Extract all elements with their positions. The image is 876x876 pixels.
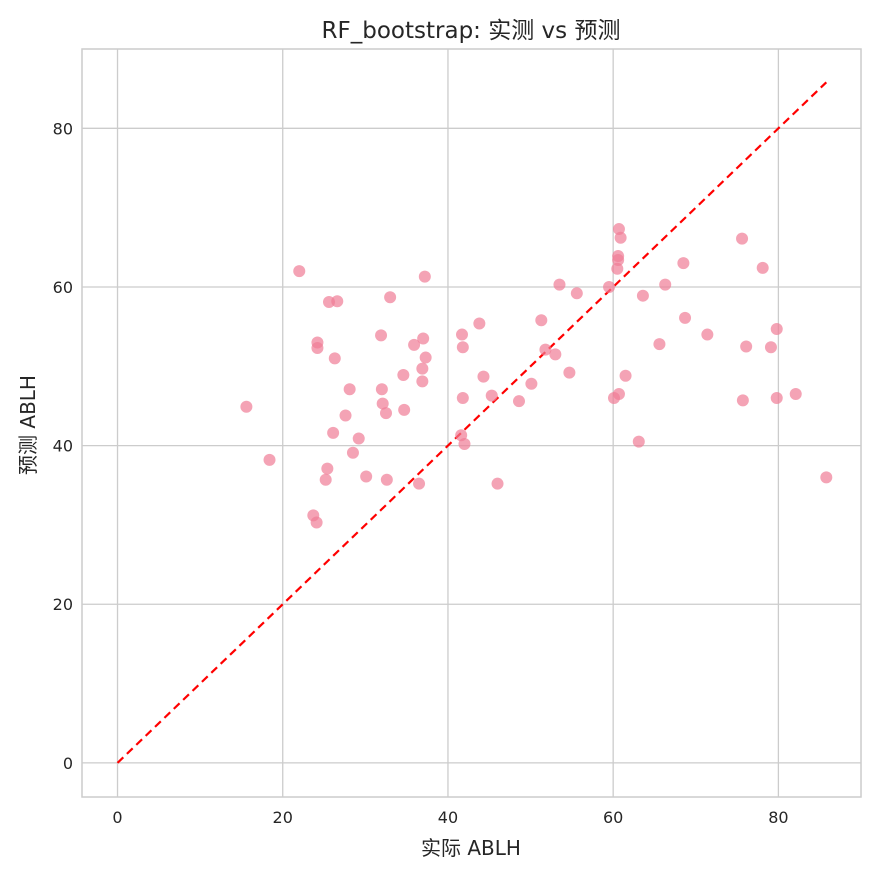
- data-point: [375, 329, 388, 342]
- data-point: [789, 388, 802, 401]
- data-point: [343, 383, 356, 396]
- data-point: [321, 462, 334, 475]
- y-tick-label: 40: [53, 437, 73, 456]
- data-point: [619, 369, 632, 382]
- data-point: [413, 477, 426, 490]
- data-point: [456, 392, 469, 405]
- data-point: [328, 352, 341, 365]
- data-point: [346, 446, 359, 459]
- data-point: [736, 394, 749, 407]
- data-point: [701, 328, 714, 341]
- data-point: [416, 362, 429, 375]
- data-point: [553, 278, 566, 291]
- y-tick-label: 60: [53, 278, 73, 297]
- data-point: [380, 407, 392, 420]
- data-point: [770, 323, 783, 336]
- data-point: [636, 289, 649, 302]
- data-point: [416, 375, 429, 388]
- data-point: [398, 403, 411, 416]
- data-point: [764, 341, 777, 354]
- x-tick-label: 40: [438, 808, 458, 827]
- data-point: [770, 392, 783, 405]
- x-tick-label: 20: [273, 808, 293, 827]
- data-point: [653, 338, 666, 351]
- data-point: [418, 270, 431, 283]
- data-points: [240, 223, 833, 529]
- data-point: [331, 295, 344, 308]
- data-point: [419, 351, 432, 364]
- data-point: [603, 280, 616, 293]
- data-point: [240, 400, 253, 413]
- x-tick-label: 80: [768, 808, 788, 827]
- data-point: [456, 328, 468, 341]
- data-point: [611, 262, 624, 275]
- data-point: [311, 342, 324, 355]
- data-point: [384, 291, 397, 304]
- data-point: [408, 338, 421, 351]
- chart-title: RF_bootstrap: 实测 vs 预测: [322, 18, 621, 44]
- reference-line: [116, 81, 828, 764]
- data-point: [820, 471, 833, 484]
- data-point: [614, 231, 627, 244]
- data-point: [525, 377, 538, 390]
- x-tick-label: 0: [112, 808, 122, 827]
- data-point: [310, 516, 323, 529]
- data-point: [375, 383, 388, 396]
- data-point: [352, 432, 365, 445]
- y-tick-label: 20: [53, 595, 73, 614]
- data-point: [612, 250, 625, 263]
- data-point: [263, 453, 276, 466]
- data-point: [535, 314, 548, 327]
- data-point: [513, 395, 525, 408]
- data-point: [539, 343, 552, 356]
- data-point: [327, 426, 340, 439]
- data-point: [632, 435, 645, 448]
- x-axis-label: 实际 ABLH: [421, 836, 521, 860]
- data-point: [756, 261, 769, 274]
- tick-labels: 0 20 40 60 80 0 20 40 60 80: [53, 119, 789, 827]
- y-tick-label: 0: [63, 754, 73, 773]
- grid: [82, 49, 861, 797]
- data-point: [293, 265, 306, 278]
- data-point: [477, 370, 490, 383]
- data-point: [360, 470, 373, 483]
- data-point: [319, 473, 332, 486]
- data-point: [612, 388, 625, 401]
- data-point: [339, 409, 352, 422]
- data-point: [736, 232, 749, 245]
- data-point: [397, 369, 410, 382]
- data-point: [659, 278, 672, 291]
- y-tick-label: 80: [53, 119, 73, 138]
- data-point: [679, 311, 692, 324]
- y-axis-label: 预测 ABLH: [16, 375, 40, 475]
- data-point: [491, 477, 504, 490]
- data-point: [485, 389, 498, 402]
- data-point: [417, 332, 430, 345]
- x-tick-label: 60: [603, 808, 623, 827]
- data-point: [549, 348, 562, 361]
- data-point: [570, 287, 583, 300]
- data-point: [380, 473, 393, 486]
- data-point: [677, 257, 690, 270]
- data-point: [376, 397, 389, 410]
- plot-frame: [81, 48, 862, 798]
- data-point: [458, 438, 471, 451]
- data-point: [740, 340, 753, 353]
- data-point: [456, 341, 469, 354]
- data-point: [563, 366, 576, 379]
- data-point: [473, 317, 486, 330]
